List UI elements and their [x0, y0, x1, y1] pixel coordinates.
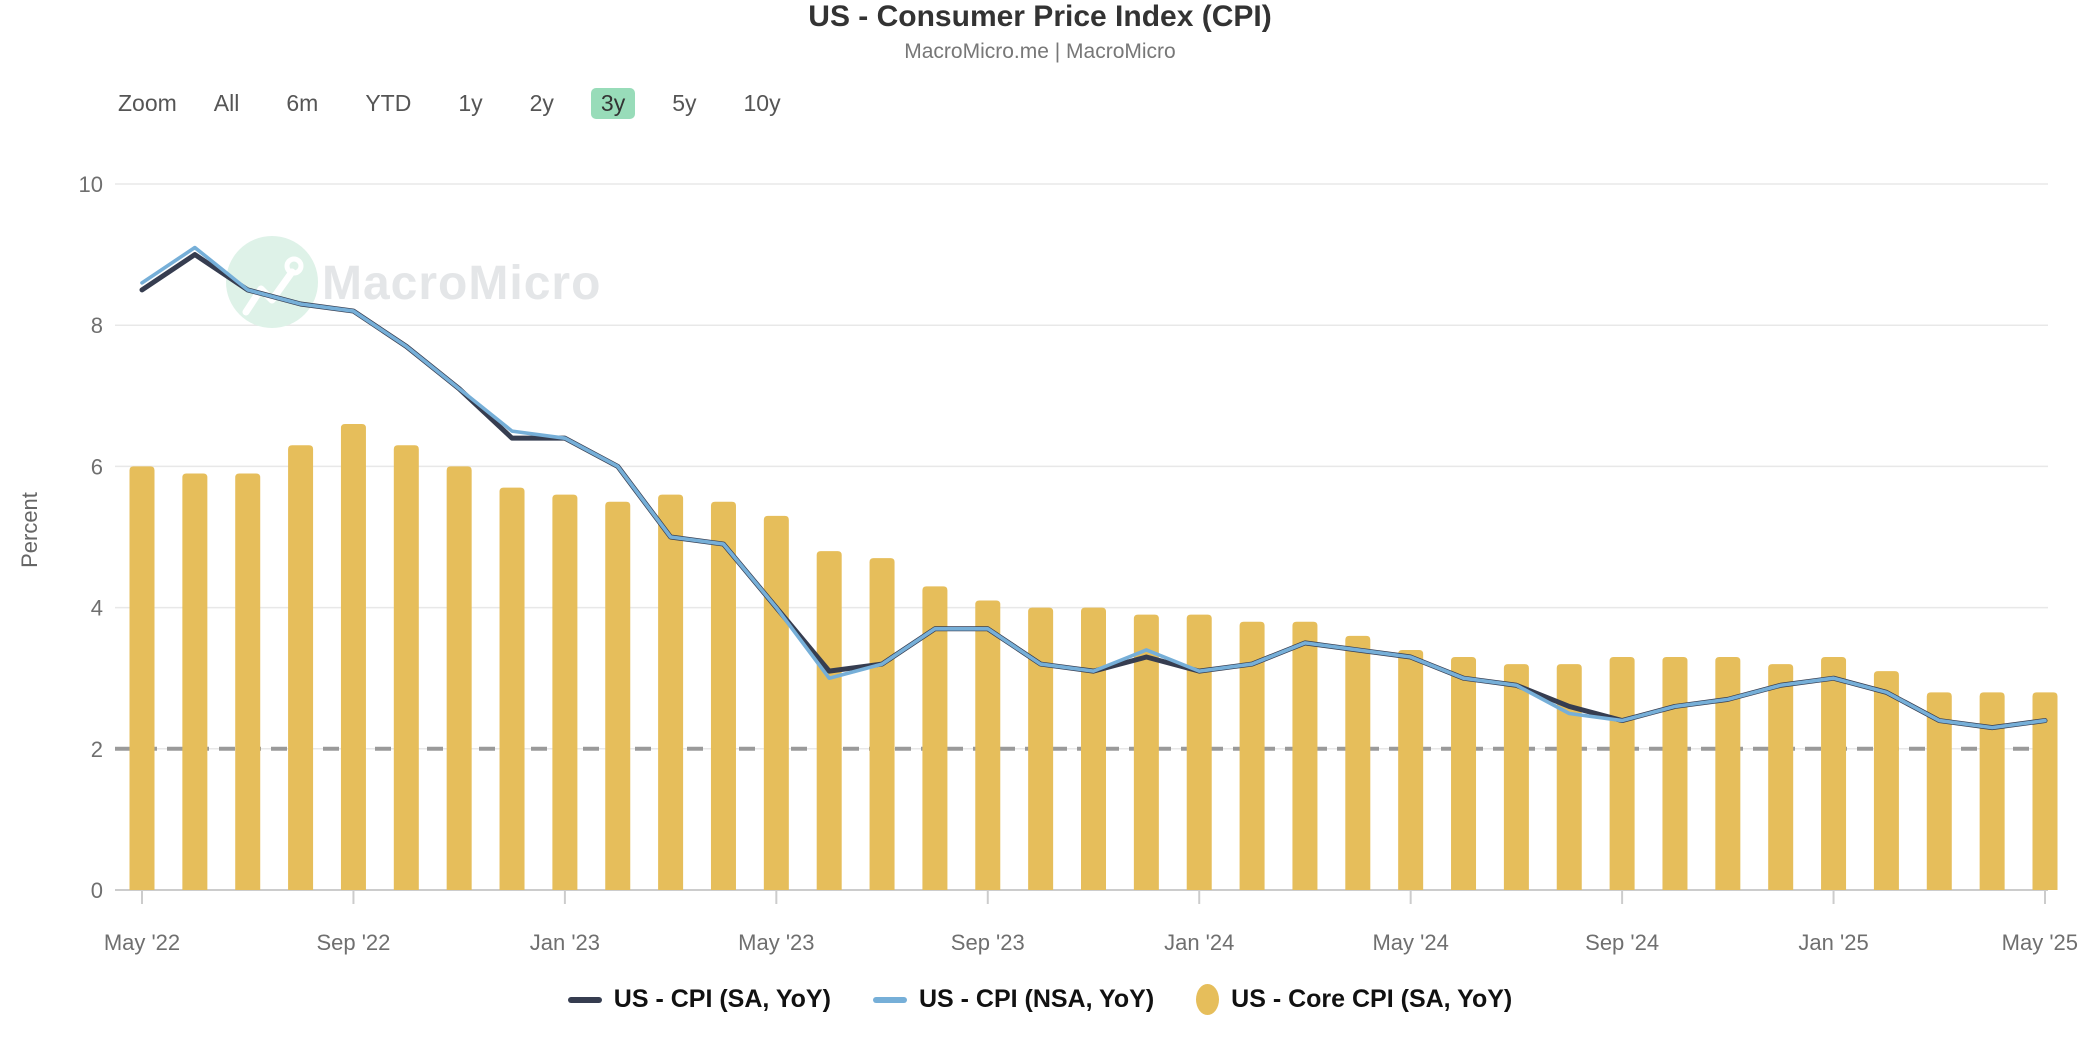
range-button-5y[interactable]: 5y [672, 90, 697, 116]
y-tick-label-2: 2 [91, 737, 103, 762]
x-tick-label: Sep '22 [316, 930, 390, 955]
core-cpi-bar[interactable] [499, 487, 525, 890]
core-cpi-bar[interactable] [1239, 621, 1265, 890]
legend: US - CPI (SA, YoY) US - CPI (NSA, YoY) US … [0, 984, 2080, 1015]
y-tick-label-6: 6 [91, 454, 103, 479]
core-cpi-bar[interactable] [1292, 621, 1318, 890]
core-cpi-bar[interactable] [1503, 664, 1529, 890]
page-title: US - Consumer Price Index (CPI) [808, 0, 1272, 33]
core-cpi-bar[interactable] [1715, 657, 1741, 890]
range-button-1y[interactable]: 1y [458, 90, 483, 116]
core-cpi-bar[interactable] [763, 515, 789, 890]
range-button-6m[interactable]: 6m [286, 90, 319, 116]
core-cpi-bar[interactable] [1081, 607, 1106, 890]
y-tick-label-4: 4 [91, 596, 103, 621]
core-cpi-bar[interactable] [1609, 657, 1635, 890]
legend-marker-ellipse [1196, 984, 1220, 1015]
core-cpi-bar[interactable] [1345, 635, 1371, 890]
core-cpi-bar[interactable] [340, 424, 366, 890]
x-tick-label: Sep '24 [1585, 930, 1659, 955]
range-button-3y[interactable]: 3y [590, 88, 636, 119]
x-tick-label: May '24 [1372, 930, 1448, 955]
core-cpi-bar[interactable] [1662, 657, 1688, 890]
core-cpi-bar[interactable] [129, 466, 155, 890]
core-cpi-bar[interactable] [710, 501, 736, 890]
legend-item-1[interactable]: US - CPI (NSA, YoY) [872, 985, 1155, 1014]
x-tick-label: May '25 [2002, 930, 2078, 955]
core-cpi-bar[interactable] [658, 494, 684, 890]
core-cpi-bar[interactable] [393, 445, 419, 890]
core-cpi-bar[interactable] [552, 494, 578, 890]
core-cpi-bar[interactable] [1873, 671, 1899, 890]
core-cpi-bar[interactable] [1979, 692, 2005, 890]
range-selector: Zoom All 6m YTD 1y 2y 3y 5y 10y [118, 86, 791, 121]
core-cpi-bar[interactable] [1028, 607, 1054, 890]
core-cpi-bar[interactable] [446, 466, 472, 890]
legend-marker-dash [567, 996, 602, 1003]
legend-label: US - CPI (SA, YoY) [613, 985, 831, 1013]
x-tick-label: May '23 [738, 930, 814, 955]
zoom-label: Zoom [118, 90, 177, 116]
range-button-all[interactable]: All [213, 90, 240, 116]
core-cpi-bar[interactable] [1133, 614, 1159, 890]
y-tick-label-8: 8 [91, 313, 103, 338]
x-tick-label: Sep '23 [951, 930, 1025, 955]
y-tick-label-0: 0 [91, 878, 103, 903]
legend-item-2[interactable]: US - Core CPI (SA, YoY) [1196, 984, 1512, 1015]
x-tick-label: Jan '23 [530, 930, 600, 955]
core-cpi-bar[interactable] [1451, 657, 1477, 890]
core-cpi-bar[interactable] [1926, 692, 1952, 890]
legend-label: US - Core CPI (SA, YoY) [1231, 985, 1513, 1013]
range-button-2y[interactable]: 2y [529, 90, 554, 116]
legend-label: US - CPI (NSA, YoY) [918, 985, 1155, 1013]
range-button-10y[interactable]: 10y [743, 90, 781, 116]
cpi-nsa-line[interactable] [140, 245, 2047, 730]
core-cpi-bar[interactable] [2032, 692, 2058, 890]
core-cpi-bar[interactable] [1398, 649, 1424, 890]
legend-marker-dash [872, 996, 907, 1003]
core-cpi-bar[interactable] [182, 473, 208, 890]
core-cpi-bar[interactable] [1556, 664, 1582, 890]
core-cpi-bar[interactable] [288, 445, 314, 890]
legend-item-0[interactable]: US - CPI (SA, YoY) [567, 985, 831, 1014]
x-tick-label: Jan '24 [1164, 930, 1234, 955]
core-cpi-bar[interactable] [605, 501, 631, 890]
range-button-ytd[interactable]: YTD [365, 90, 412, 116]
watermark-dot-icon [284, 256, 304, 276]
core-cpi-bar[interactable] [1186, 614, 1212, 890]
core-cpi-bar[interactable] [816, 551, 842, 890]
y-tick-label-10: 10 [79, 172, 103, 197]
core-cpi-bar[interactable] [869, 558, 895, 890]
core-cpi-bar[interactable] [922, 586, 948, 890]
x-tick-label: May '22 [104, 930, 180, 955]
core-cpi-bar[interactable] [235, 473, 261, 890]
core-cpi-bar[interactable] [1821, 657, 1847, 890]
core-cpi-bar[interactable] [1768, 664, 1794, 890]
watermark-text: MacroMicro [322, 257, 601, 310]
core-cpi-bar[interactable] [975, 600, 1001, 890]
x-tick-label: Jan '25 [1798, 930, 1868, 955]
page-subtitle: MacroMicro.me | MacroMicro [904, 40, 1176, 63]
